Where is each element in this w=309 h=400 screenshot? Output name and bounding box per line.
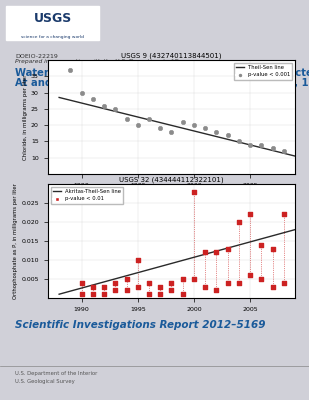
Point (259, 242, 264, 248)
Text: Water-Quality Characteristics and Trends for Selected Sites: Water-Quality Characteristics and Trends… (15, 68, 309, 78)
Point (102, 283, 107, 290)
Point (90, 283, 95, 290)
Point (102, 102, 107, 109)
Point (203, 249, 208, 256)
Text: At and Near the Idaho National Laboratory, Idaho, 1949–2009: At and Near the Idaho National Laborator… (15, 78, 309, 88)
Point (203, 125, 208, 132)
Bar (6, 6, 99, 40)
Point (79, 280, 84, 286)
Point (270, 283, 275, 290)
Point (158, 283, 163, 290)
Point (214, 128, 219, 135)
Point (146, 280, 151, 286)
Text: Scientific Investigations Report 2012–5169: Scientific Investigations Report 2012–51… (15, 320, 266, 330)
Point (169, 280, 174, 286)
Point (79, 291, 84, 298)
Point (113, 280, 118, 286)
Point (180, 276, 185, 282)
Point (236, 280, 241, 286)
Legend: Theil-Sen line, p-value < 0.001: Theil-Sen line, p-value < 0.001 (234, 63, 292, 80)
Point (192, 188, 197, 195)
Point (180, 119, 185, 125)
Legend: Akritas-Theil-Sen line, p-value < 0.01: Akritas-Theil-Sen line, p-value < 0.01 (51, 187, 123, 204)
Text: USGS: USGS (33, 12, 72, 25)
Point (236, 219, 241, 225)
Text: science for a changing world: science for a changing world (21, 35, 84, 39)
Point (135, 122, 140, 128)
Point (192, 122, 197, 128)
Point (236, 138, 241, 145)
Point (214, 287, 219, 294)
Point (158, 125, 163, 132)
Title: USGS 9 (432740113844501): USGS 9 (432740113844501) (121, 52, 222, 59)
Point (124, 276, 129, 282)
Text: U.S. Geological Survey: U.S. Geological Survey (15, 379, 75, 384)
Text: Prepared in cooperation with the U.S. Department of Energy: Prepared in cooperation with the U.S. De… (15, 60, 196, 64)
Point (180, 291, 185, 298)
Point (146, 116, 151, 122)
Point (90, 96, 95, 102)
Point (124, 287, 129, 294)
Point (113, 106, 118, 112)
Point (259, 142, 264, 148)
Point (113, 287, 118, 294)
Point (248, 272, 253, 278)
Point (90, 291, 95, 298)
Point (281, 211, 286, 218)
Point (203, 283, 208, 290)
Point (281, 280, 286, 286)
Title: USGS 32 (434444112322101): USGS 32 (434444112322101) (119, 176, 224, 183)
Y-axis label: Orthophosphate as P, in milligrams per liter: Orthophosphate as P, in milligrams per l… (14, 183, 19, 299)
Point (146, 291, 151, 298)
Point (248, 211, 253, 218)
Point (214, 249, 219, 256)
Point (169, 128, 174, 135)
Text: DOEIO-22219: DOEIO-22219 (15, 54, 58, 59)
Point (259, 276, 264, 282)
Point (225, 245, 230, 252)
Point (225, 280, 230, 286)
Point (169, 287, 174, 294)
Point (248, 142, 253, 148)
Point (192, 276, 197, 282)
Point (124, 116, 129, 122)
Point (135, 283, 140, 290)
Point (225, 132, 230, 138)
Y-axis label: Chloride, in milligrams per liter: Chloride, in milligrams per liter (23, 74, 28, 160)
Point (270, 145, 275, 151)
Point (281, 148, 286, 154)
Point (270, 245, 275, 252)
Point (79, 89, 84, 96)
Point (102, 291, 107, 298)
Text: U.S. Department of the Interior: U.S. Department of the Interior (15, 371, 98, 376)
Point (68, 66, 73, 73)
Point (158, 291, 163, 298)
Point (135, 257, 140, 263)
